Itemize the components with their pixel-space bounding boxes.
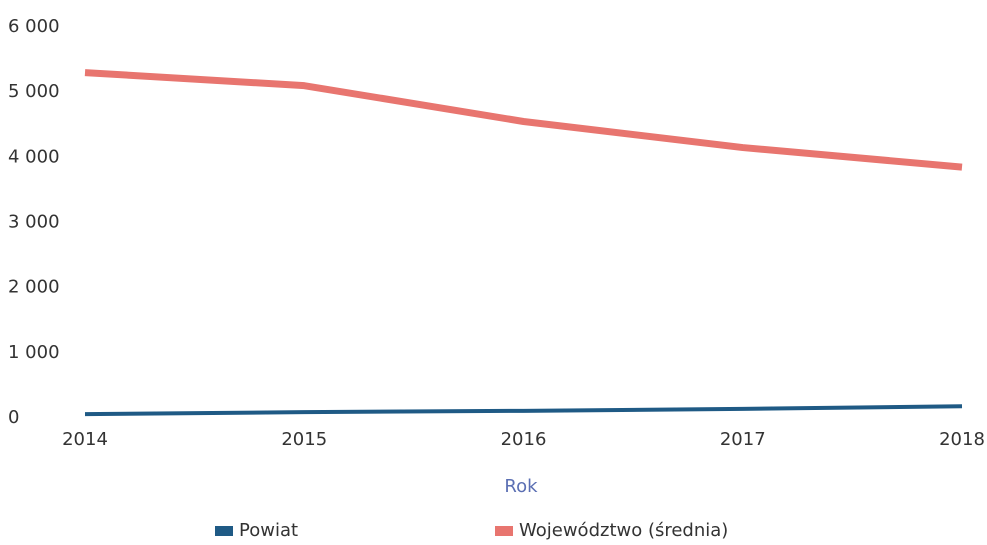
y-tick-label: 6 000	[8, 16, 60, 37]
legend-label: Powiat	[239, 520, 298, 541]
y-tick-label: 5 000	[8, 81, 60, 102]
y-tick-label: 4 000	[8, 146, 60, 167]
x-tick-label: 2016	[501, 429, 547, 450]
x-tick-label: 2017	[720, 429, 766, 450]
y-tick-label: 1 000	[8, 342, 60, 363]
y-tick-label: 3 000	[8, 212, 60, 233]
x-tick-label: 2018	[939, 429, 985, 450]
legend-swatch	[215, 526, 233, 536]
line	[84, 69, 963, 171]
legend-swatch	[495, 526, 513, 536]
y-tick-label: 0	[8, 407, 19, 428]
x-tick-label: 2014	[62, 429, 108, 450]
y-tick-label: 2 000	[8, 277, 60, 298]
line	[84, 404, 963, 417]
legend-label: Województwo (średnia)	[519, 520, 728, 541]
x-tick-label: 2015	[281, 429, 327, 450]
x-axis-label: Rok	[504, 476, 538, 497]
